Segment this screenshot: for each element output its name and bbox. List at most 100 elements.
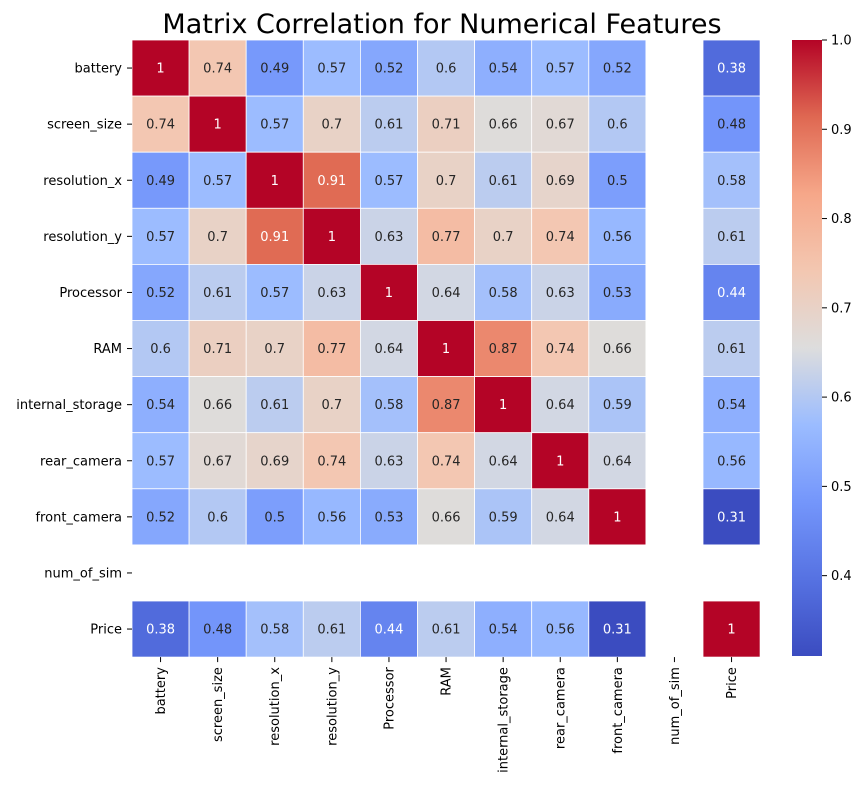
heatmap-cell <box>188 151 247 209</box>
cell-value-label: 0.58 <box>260 623 289 638</box>
cell-value-label: 0.49 <box>260 62 289 77</box>
heatmap-cell <box>359 488 418 546</box>
cell-value-label: 0.49 <box>146 174 175 189</box>
heatmap-cell <box>359 151 418 209</box>
y-tick-label: internal_storage <box>16 398 122 413</box>
cell-value-label: 1 <box>385 286 393 301</box>
cell-value-label: 0.6 <box>150 342 171 357</box>
cell-value-label: 0.7 <box>207 230 228 245</box>
x-tick-label: battery <box>154 667 169 715</box>
heatmap-cell <box>188 432 247 490</box>
heatmap-cell <box>417 488 475 546</box>
cell-value-label: 0.57 <box>317 62 346 77</box>
cell-value-label: 0.57 <box>260 118 289 133</box>
cell-value-label: 0.5 <box>264 510 285 525</box>
x-axis-tick-labels: battery screen_size resolution_x resolution… <box>154 657 740 773</box>
cell-value-label: 1 <box>214 118 222 133</box>
x-tick-label: num_of_sim <box>668 667 683 745</box>
cell-value-label: 0.7 <box>322 398 343 413</box>
colorbar-tick-label: 1.0 <box>831 34 852 49</box>
heatmap-cell <box>188 263 247 321</box>
cell-value-label: 0.63 <box>374 454 403 469</box>
cell-value-label: 0.67 <box>203 454 232 469</box>
heatmap-cell <box>702 207 761 265</box>
cell-value-label: 0.59 <box>489 510 518 525</box>
cell-value-label: 0.91 <box>260 230 289 245</box>
y-tick-label: num_of_sim <box>44 566 122 581</box>
heatmap-cell <box>359 432 418 490</box>
heatmap-cell <box>702 95 761 153</box>
cell-value-label: 0.53 <box>374 510 403 525</box>
heatmap-cell <box>188 39 247 97</box>
heatmap-cell <box>588 320 647 377</box>
heatmap-cell <box>131 39 190 97</box>
heatmap-cell <box>531 432 590 490</box>
cell-value-label: 0.59 <box>603 398 632 413</box>
cell-value-label: 0.6 <box>436 62 457 77</box>
heatmap-cell <box>702 376 761 434</box>
cell-value-label: 0.63 <box>546 286 575 301</box>
x-tick-label: RAM <box>440 667 455 696</box>
heatmap-cell <box>302 600 361 658</box>
heatmap-cell <box>531 488 590 546</box>
cell-value-label: 0.61 <box>260 398 289 413</box>
heatmap-cell <box>474 95 533 153</box>
cell-value-label: 0.69 <box>546 174 575 189</box>
cell-value-label: 0.58 <box>489 286 518 301</box>
cell-value-label: 0.63 <box>317 286 346 301</box>
heatmap-cell <box>588 151 647 209</box>
cell-value-label: 1 <box>156 62 164 77</box>
heatmap-cell <box>131 207 190 265</box>
y-tick-label: rear_camera <box>40 454 122 469</box>
heatmap-cell <box>131 320 190 377</box>
cell-value-label: 0.64 <box>432 286 461 301</box>
cell-value-label: 0.69 <box>260 454 289 469</box>
cell-value-label: 0.52 <box>146 286 175 301</box>
cell-value-label: 0.7 <box>264 342 285 357</box>
heatmap-cell <box>245 488 304 546</box>
cell-value-label: 1 <box>328 230 336 245</box>
cell-value-label: 0.71 <box>203 342 232 357</box>
cell-value-label: 0.66 <box>489 118 518 133</box>
y-tick-label: Processor <box>59 286 122 301</box>
cell-value-label: 0.61 <box>717 342 746 357</box>
heatmap-cell <box>588 95 647 153</box>
cell-value-label: 0.63 <box>374 230 403 245</box>
heatmap-cell <box>245 39 304 97</box>
cell-value-label: 0.6 <box>207 510 228 525</box>
cell-value-label: 0.77 <box>317 342 346 357</box>
cell-value-label: 0.57 <box>203 174 232 189</box>
cell-value-label: 0.5 <box>607 174 628 189</box>
cell-value-label: 0.31 <box>717 510 746 525</box>
cell-value-label: 0.57 <box>374 174 403 189</box>
heatmap-cell <box>474 151 533 209</box>
cell-value-label: 0.57 <box>146 230 175 245</box>
colorbar-tick-label: 0.4 <box>831 569 852 584</box>
cell-value-label: 0.64 <box>489 454 518 469</box>
heatmap-cell <box>531 95 590 153</box>
colorbar-tick-label: 0.9 <box>831 123 852 138</box>
heatmap-cell <box>359 263 418 321</box>
cell-value-label: 0.66 <box>603 342 632 357</box>
cell-value-label: 0.64 <box>546 510 575 525</box>
colorbar-tick-label: 0.8 <box>831 212 852 227</box>
x-tick-label: screen_size <box>211 667 226 742</box>
cell-value-label: 0.74 <box>546 342 575 357</box>
heatmap-cell <box>474 488 533 546</box>
cell-value-label: 0.64 <box>374 342 403 357</box>
cell-value-label: 0.57 <box>260 286 289 301</box>
cell-value-label: 0.56 <box>717 454 746 469</box>
cell-value-label: 0.56 <box>317 510 346 525</box>
heatmap-cell <box>417 320 475 377</box>
cell-value-label: 0.44 <box>717 286 746 301</box>
cell-value-label: 0.54 <box>146 398 175 413</box>
cell-value-label: 0.61 <box>489 174 518 189</box>
cell-value-label: 0.61 <box>717 230 746 245</box>
heatmap-cell <box>702 488 761 546</box>
cell-value-label: 0.61 <box>432 623 461 638</box>
heatmap-cell <box>531 263 590 321</box>
heatmap-cell <box>531 39 590 97</box>
y-tick-label: Price <box>90 623 122 638</box>
x-tick-label: front_camera <box>611 667 626 754</box>
cell-value-label: 0.61 <box>374 118 403 133</box>
